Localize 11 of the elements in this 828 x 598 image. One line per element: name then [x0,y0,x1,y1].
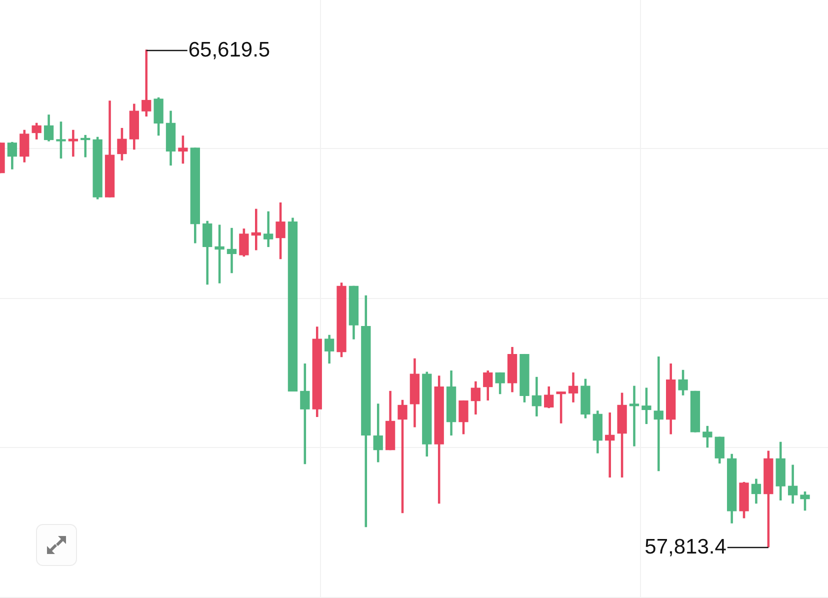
candlestick [629,386,640,446]
candlestick [142,50,152,117]
annotation: 57,813.4 [644,535,727,558]
candlestick [68,130,78,157]
candlestick [80,134,90,158]
candlestick [226,228,237,274]
annotation: 65,619.5 [188,38,270,62]
candlestick [251,208,261,250]
candlestick [264,211,274,248]
candlestick [605,412,615,478]
candlestick [654,356,664,472]
